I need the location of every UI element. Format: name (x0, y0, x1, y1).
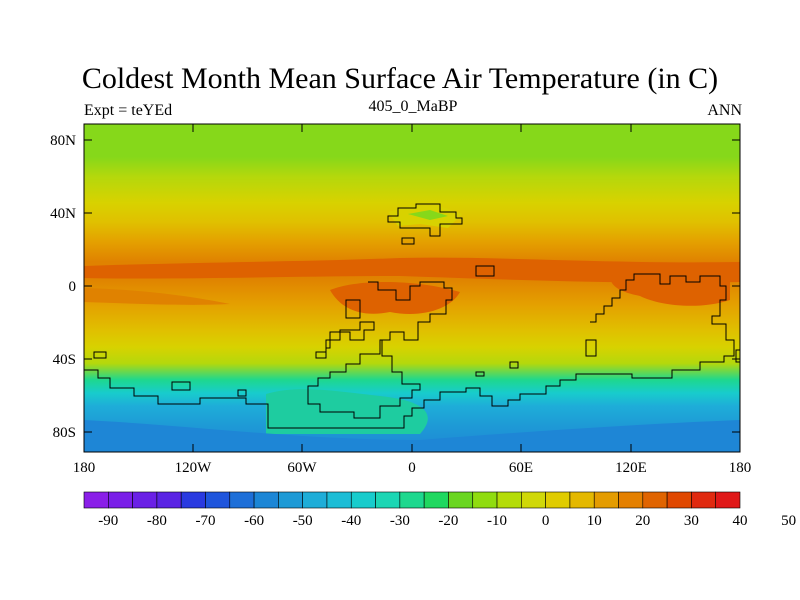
y-tick-label-80s: 80S (53, 425, 76, 441)
colorbar-label: 20 (635, 513, 650, 529)
coastline-central (307, 281, 453, 419)
colorbar-label: 0 (542, 513, 550, 529)
map-title: Coldest Month Mean Surface Air Temperatu… (81, 62, 719, 95)
coastline-central-lake (345, 299, 361, 319)
experiment-label: Expt = teYEd (84, 102, 173, 119)
colorbar-label: -40 (341, 513, 361, 529)
colorbar-label: 40 (733, 513, 748, 529)
colorbar-label: 50 (781, 513, 796, 529)
coastline-west-arc (315, 321, 375, 359)
colorbar-swatch (132, 491, 158, 509)
coastline-north (387, 203, 463, 237)
southern-deep-cold (84, 420, 740, 452)
colorbar-swatch (278, 491, 303, 509)
colorbar-swatch (253, 491, 279, 509)
colorbar-swatch (521, 491, 546, 509)
central-continent-hot (330, 281, 460, 314)
colorbar-swatch (642, 491, 668, 509)
pacific-warm-tongue (84, 288, 230, 305)
case-label: 405_0_MaBP (368, 98, 458, 115)
y-tick-label-40s: 40S (53, 352, 76, 368)
colorbar-swatch (229, 491, 255, 509)
x-tick-label-120w: 120W (175, 460, 213, 476)
colorbar-label: -80 (147, 513, 167, 529)
x-tick-label-0: 0 (408, 460, 416, 476)
colorbar-label: -50 (293, 513, 313, 529)
colorbar-swatch (666, 491, 692, 509)
x-axis (192, 124, 632, 452)
y-axis (84, 139, 740, 433)
colorbar-swatch (302, 491, 328, 509)
colorbar-swatch (423, 491, 449, 509)
colorbar-swatch (350, 491, 376, 509)
x-tick-label-60e: 60E (509, 460, 533, 476)
colorbar-swatch (545, 491, 571, 509)
coastline-islet-1 (475, 265, 495, 277)
colorbar-swatch (496, 491, 522, 509)
coastline-islet-2 (171, 381, 191, 391)
colorbar-swatch (472, 491, 498, 509)
colorbar-swatch (180, 491, 206, 509)
colorbar-swatch (83, 491, 109, 509)
y-tick-label-0: 0 (69, 279, 77, 295)
coastline-islet-5 (475, 371, 485, 377)
tropical-hot-band (84, 257, 740, 283)
coastline-far-east (735, 349, 740, 363)
x-tick-label-180e: 180 (729, 460, 752, 476)
colorbar-label: -30 (390, 513, 410, 529)
colorbar-swatch (205, 491, 231, 509)
colorbar-label: 10 (587, 513, 602, 529)
x-tick-label-180w: 180 (73, 460, 96, 476)
period-label: ANN (707, 102, 742, 119)
colorbar-swatch (448, 491, 474, 509)
colorbar-swatch (399, 491, 425, 509)
coastline-islet-3 (93, 351, 107, 359)
coastlines (84, 203, 740, 429)
coastline-islet-6 (237, 389, 247, 397)
y-tick-label-80n: 80N (50, 133, 76, 149)
colorbar-swatch (108, 491, 133, 509)
coastline-east (84, 273, 735, 429)
y-tick-label-40n: 40N (50, 206, 76, 222)
colorbar-label: -70 (196, 513, 216, 529)
colorbar-swatch (375, 491, 401, 509)
coastline-islet-4 (509, 361, 519, 369)
colorbar-swatch (691, 491, 717, 509)
colorbar-label: -60 (244, 513, 264, 529)
colorbar-labels: -90 -80 -70 -60 -50 -40 -30 -20 -10 0 10 20 30 40 50 (98, 513, 796, 529)
temperature-field (84, 124, 740, 452)
x-tick-label-120e: 120E (615, 460, 647, 476)
coastline-east-inner (585, 339, 597, 357)
colorbar-swatch (156, 491, 182, 509)
x-tick-label-60w: 60W (287, 460, 317, 476)
colorbar-label: -90 (98, 513, 118, 529)
colorbar-swatch (569, 491, 595, 509)
colorbar-swatch (618, 491, 644, 509)
colorbar-swatch (326, 491, 352, 509)
colorbar-label: 30 (684, 513, 699, 529)
northern-continent-cool (408, 210, 448, 220)
colorbar-label: -10 (487, 513, 507, 529)
colorbar-swatch (593, 491, 619, 509)
coastline-north-islet (401, 237, 415, 245)
colorbar-swatch (715, 491, 741, 509)
colorbar-label: -20 (438, 513, 458, 529)
colorbar (83, 491, 741, 509)
